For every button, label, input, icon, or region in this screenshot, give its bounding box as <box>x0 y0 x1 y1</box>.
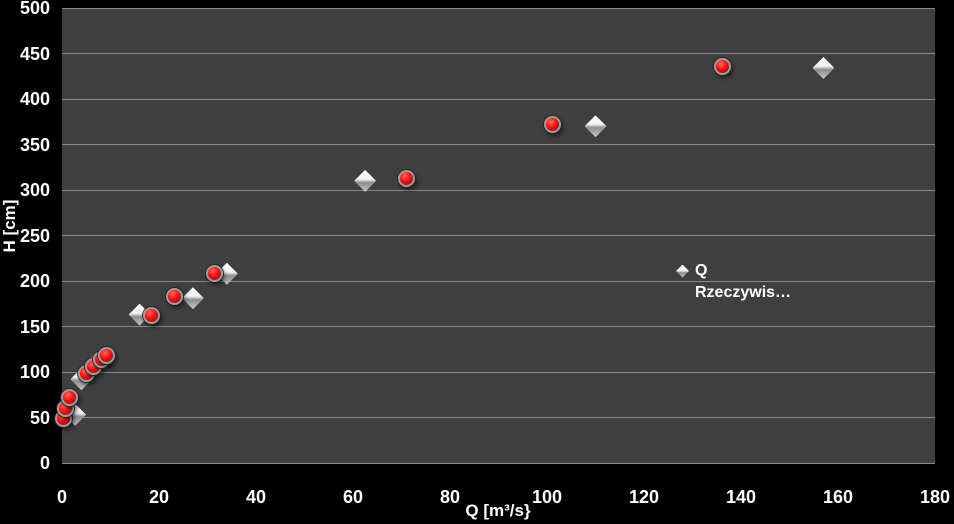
data-point-circle[interactable] <box>166 287 184 305</box>
data-point-circle[interactable] <box>713 57 731 75</box>
y-tick-label: 450 <box>19 43 50 64</box>
data-point-circle[interactable] <box>398 170 416 188</box>
x-tick-label: 140 <box>725 487 757 507</box>
y-tick-label: 200 <box>19 271 50 291</box>
gridline <box>62 98 935 100</box>
gridline <box>62 235 935 236</box>
x-tick-label: 60 <box>342 487 364 507</box>
legend-label-line2: Rzeczywis… <box>695 284 792 301</box>
y-tick-label: 350 <box>19 134 50 155</box>
legend-entry[interactable]: Q <box>676 260 791 282</box>
data-point-circle[interactable] <box>97 346 115 364</box>
y-axis-title: H [cm] <box>0 199 19 253</box>
gridline <box>62 280 935 282</box>
x-tick-label: 40 <box>245 487 267 507</box>
y-tick-label: 100 <box>19 362 50 382</box>
gridline <box>62 189 935 191</box>
y-tick-label: 0 <box>39 453 50 473</box>
data-point-diamond[interactable] <box>354 169 377 192</box>
y-tick-label: 500 <box>19 0 50 18</box>
gridline <box>62 53 935 54</box>
data-point-diamond[interactable] <box>812 57 835 80</box>
x-tick-label: 160 <box>822 487 854 507</box>
data-point-circle[interactable] <box>205 265 223 283</box>
y-tick-label: 300 <box>19 180 50 200</box>
x-tick-label: 20 <box>148 487 170 507</box>
legend-label-line1: Q <box>695 262 708 279</box>
y-tick-label: 50 <box>29 407 50 428</box>
gridline <box>62 417 935 418</box>
plot-area <box>55 7 935 464</box>
data-point-diamond[interactable] <box>584 115 607 138</box>
gridline <box>62 371 935 373</box>
gridline <box>62 144 935 145</box>
y-tick-label: 400 <box>19 89 50 109</box>
gridline <box>62 7 935 9</box>
x-tick-label: 0 <box>56 487 67 507</box>
x-tick-label: 100 <box>531 487 563 507</box>
data-point-circle[interactable] <box>61 388 79 406</box>
x-tick-label: 180 <box>919 487 951 507</box>
legend[interactable]: Q Rzeczywis… <box>676 260 791 304</box>
data-point-circle[interactable] <box>142 306 160 324</box>
data-point-diamond[interactable] <box>181 287 204 310</box>
data-point-circle[interactable] <box>543 115 561 133</box>
x-tick-label: 120 <box>628 487 660 507</box>
y-tick-label: 150 <box>19 316 50 337</box>
legend-diamond-icon <box>676 264 689 278</box>
gridline <box>62 326 935 327</box>
y-tick-label: 250 <box>19 225 50 246</box>
x-tick-label: 80 <box>439 487 461 507</box>
gridline <box>62 462 935 464</box>
x-axis-title: Q [m³/s} <box>465 501 531 520</box>
